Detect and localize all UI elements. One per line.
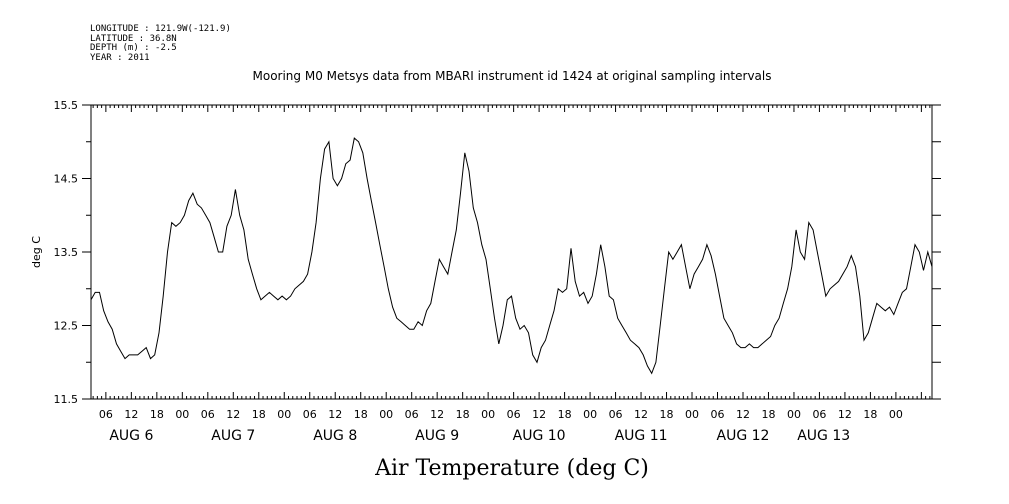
x-tick-label: 12	[328, 408, 342, 421]
x-tick-label: 00	[889, 408, 903, 421]
x-tick-label: 06	[609, 408, 623, 421]
y-tick-labels: 15.5 14.5 13.5 12.5 11.5	[54, 99, 79, 406]
x-tick-label: 06	[201, 408, 215, 421]
x-tick-label: 18	[558, 408, 572, 421]
x-tick-label: 18	[863, 408, 877, 421]
x-tick-label: 18	[252, 408, 266, 421]
x-tick-label: 00	[277, 408, 291, 421]
x-tick-label: 00	[685, 408, 699, 421]
year-label: YEAR : 2011	[90, 53, 150, 63]
x-day-label: AUG 8	[313, 428, 357, 444]
x-tick-label: 06	[711, 408, 725, 421]
x-tick-label: 00	[787, 408, 801, 421]
x-day-label: AUG 9	[415, 428, 459, 444]
x-tick-label: 00	[583, 408, 597, 421]
y-axis-label: deg C	[30, 236, 43, 268]
x-tick-label: 12	[838, 408, 852, 421]
x-tick-label: 18	[150, 408, 164, 421]
x-tick-label: 00	[481, 408, 495, 421]
day-labels: AUG 6 AUG 7 AUG 8 AUG 9 AUG 10 AUG 11 AUG 12 AU…	[109, 428, 850, 444]
x-day-label: AUG 6	[109, 428, 153, 444]
x-tick-label: 18	[354, 408, 368, 421]
y-tick-label: 12.5	[54, 320, 79, 333]
temperature-series-line	[90, 137, 933, 375]
y-tick-label: 14.5	[54, 173, 79, 186]
x-day-label: AUG 11	[615, 428, 668, 444]
y-tick-label: 15.5	[54, 99, 79, 112]
x-tick-label: 06	[99, 408, 113, 421]
x-tick-label: 12	[736, 408, 750, 421]
y-tick-label: 13.5	[54, 246, 79, 259]
longitude-label: LONGITUDE : 121.9W(-121.9)	[90, 24, 231, 34]
x-tick-label: 00	[175, 408, 189, 421]
x-day-label: AUG 13	[797, 428, 850, 444]
x-tick-label: 18	[456, 408, 470, 421]
depth-label: DEPTH (m) : -2.5	[90, 43, 177, 53]
x-tick-label: 12	[226, 408, 240, 421]
chart-title: Mooring M0 Metsys data from MBARI instru…	[253, 69, 772, 83]
x-tick-label: 00	[379, 408, 393, 421]
x-tick-label: 18	[660, 408, 674, 421]
x-tick-labels: 06 12 18 00 06 12 18 00 06 12 18 00 06 12 18 00 06 12 18 00…	[99, 408, 903, 421]
x-tick-label: 06	[507, 408, 521, 421]
x-tick-label: 12	[634, 408, 648, 421]
x-day-label: AUG 7	[211, 428, 255, 444]
x-tick-label: 06	[812, 408, 826, 421]
y-tick-label: 11.5	[54, 393, 79, 406]
x-tick-label: 06	[303, 408, 317, 421]
x-tick-label: 06	[405, 408, 419, 421]
x-day-label: AUG 10	[513, 428, 566, 444]
x-tick-label: 12	[430, 408, 444, 421]
x-tick-label: 18	[761, 408, 775, 421]
x-day-label: AUG 12	[717, 428, 770, 444]
x-tick-label: 12	[124, 408, 138, 421]
x-tick-label: 12	[532, 408, 546, 421]
axis-ticks	[82, 104, 941, 400]
x-axis-title: Air Temperature (deg C)	[374, 456, 649, 481]
latitude-label: LATITUDE : 36.8N	[90, 34, 177, 44]
